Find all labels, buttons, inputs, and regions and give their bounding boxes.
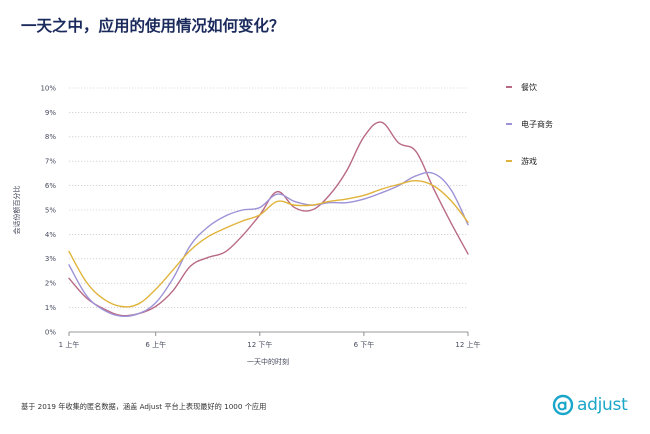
y-tick-label: 3% (45, 255, 56, 263)
y-tick-label: 6% (45, 182, 56, 190)
y-tick-label: 10% (40, 84, 56, 92)
legend-label: 游戏 (521, 156, 537, 166)
x-tick-labels: 1 上午 6 上午 12 下午 6 下午 12 上午 (59, 332, 481, 349)
y-tick-label: 9% (45, 109, 56, 117)
series-line-ecommerce (68, 171, 469, 318)
legend-swatch-gaming (506, 160, 512, 162)
legend-swatch-dining (506, 86, 512, 88)
y-tick-labels: 0% 1% 2% 3% 4% 5% 6% 7% 8% 9% 10% (40, 84, 56, 336)
x-tick-label: 1 上午 (59, 340, 80, 349)
series-line-dining (68, 121, 469, 317)
gridlines (69, 87, 468, 333)
adjust-logo-icon (552, 394, 574, 416)
adjust-wordmark: adjust (577, 395, 628, 415)
series-lines (68, 121, 469, 318)
y-tick-label: 8% (45, 133, 56, 141)
footnote: 基于 2019 年收集的匿名数据，涵盖 Adjust 平台上表现最好的 1000… (21, 402, 267, 411)
legend-swatch-ecommerce (506, 123, 512, 125)
y-tick-label: 5% (45, 206, 56, 214)
y-axis-label: 会话份额百分比 (12, 186, 21, 235)
x-tick-label: 6 下午 (354, 340, 375, 349)
y-tick-label: 1% (45, 304, 56, 312)
x-tick-label: 6 上午 (145, 340, 166, 349)
x-tick-label: 12 上午 (455, 340, 480, 349)
y-tick-label: 4% (45, 231, 56, 239)
y-tick-label: 2% (45, 280, 56, 288)
legend-item-dining: 餐饮 (506, 80, 537, 94)
x-tick-label: 12 下午 (247, 340, 272, 349)
series-line-gaming (68, 180, 469, 308)
adjust-logo: adjust (552, 394, 628, 416)
legend-label: 餐饮 (521, 82, 537, 92)
chart-title: 一天之中，应用的使用情况如何变化？ (21, 17, 285, 35)
y-tick-label: 0% (45, 328, 56, 336)
x-axis-label: 一天中的时刻 (247, 357, 289, 366)
legend-item-gaming: 游戏 (506, 154, 537, 168)
legend-item-ecommerce: 电子商务 (506, 117, 553, 131)
legend-label: 电子商务 (521, 119, 553, 129)
y-tick-label: 7% (45, 158, 56, 166)
